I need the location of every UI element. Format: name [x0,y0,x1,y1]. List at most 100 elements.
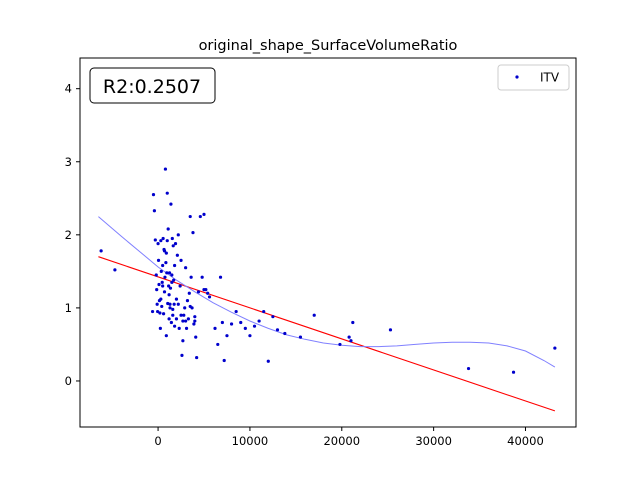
data-point [163,167,168,171]
data-point [155,288,159,292]
data-point [553,346,557,350]
data-point [196,290,201,294]
data-point [174,317,179,321]
regression-fit-line [98,256,556,412]
data-point [180,353,184,357]
y-tick-label: 1 [65,301,72,315]
plot-area [79,57,577,428]
data-point [162,290,167,294]
data-point [156,258,161,263]
data-point [165,271,169,275]
y-tick-label: 0 [65,374,72,388]
smooth-trend-curve [98,216,556,368]
data-point [184,266,188,270]
chart-title: original_shape_SurfaceVolumeRatio [199,38,458,54]
data-point [159,297,163,301]
data-point [185,298,190,303]
data-point [161,284,165,288]
data-point [222,358,226,363]
data-point [158,311,162,315]
r2-annotation-text: R2:0.2507 [103,76,201,98]
data-point [189,275,193,279]
data-point [158,326,162,330]
data-point [167,271,172,275]
data-point [195,355,199,360]
data-point [220,320,224,325]
data-point [155,302,159,306]
curves-layer [98,216,556,412]
x-tick-label: 10000 [232,434,269,448]
legend-frame [497,64,570,91]
data-point [266,359,270,363]
data-point [184,326,189,330]
data-point [164,260,168,265]
data-point [157,282,161,287]
data-point [172,302,176,306]
data-point [170,280,174,284]
data-point [163,275,167,279]
data-point [178,284,182,288]
data-point [347,335,351,339]
data-point [275,328,280,332]
data-point [153,238,157,242]
y-tick-label: 4 [65,82,72,96]
y-axis: 0 1 2 3 4 [65,82,80,388]
x-tick-label: 0 [154,434,161,448]
data-point [170,236,174,241]
data-point [351,320,355,325]
data-point [152,209,156,213]
data-point [154,273,158,277]
data-point [159,269,163,273]
legend-marker [515,75,519,79]
data-point [187,291,191,295]
data-point [176,302,180,306]
x-tick-label: 20000 [323,434,360,448]
data-point [167,284,171,288]
data-point [172,278,176,282]
data-point [165,239,169,243]
data-point [171,307,175,311]
data-point [349,339,353,343]
data-point [175,253,179,257]
data-point [159,239,163,243]
data-point [298,335,303,339]
data-point [202,288,206,292]
data-point [151,193,156,197]
data-point [466,366,471,371]
x-tick-label: 40000 [507,434,544,448]
data-point [229,322,234,326]
data-point [162,249,167,253]
data-point [239,320,243,325]
data-point [511,370,516,374]
data-point [243,326,247,330]
data-point [176,233,180,237]
data-point [182,313,186,317]
data-point [198,214,202,219]
r2-annotation-box: R2:0.2507 [89,67,216,104]
data-point [169,320,173,325]
data-point [218,275,223,279]
scatter-points [99,167,557,374]
x-tick-label: 30000 [415,434,452,448]
data-point [216,342,220,347]
data-point [164,334,168,338]
data-point [262,309,266,314]
data-point [192,322,196,326]
data-point [169,202,173,206]
data-point [161,312,166,316]
data-point [194,335,198,339]
y-tick-label: 2 [65,228,72,242]
data-point [283,331,287,336]
data-point [181,319,185,323]
data-point [99,249,103,253]
data-point [173,241,178,246]
data-point [168,306,172,310]
y-tick-label: 3 [65,155,72,169]
legend: ITV [497,64,570,91]
data-point [174,297,179,301]
data-point [164,251,168,255]
data-point [179,313,183,317]
data-point [252,324,257,328]
data-point [171,244,175,248]
data-point [183,306,187,310]
